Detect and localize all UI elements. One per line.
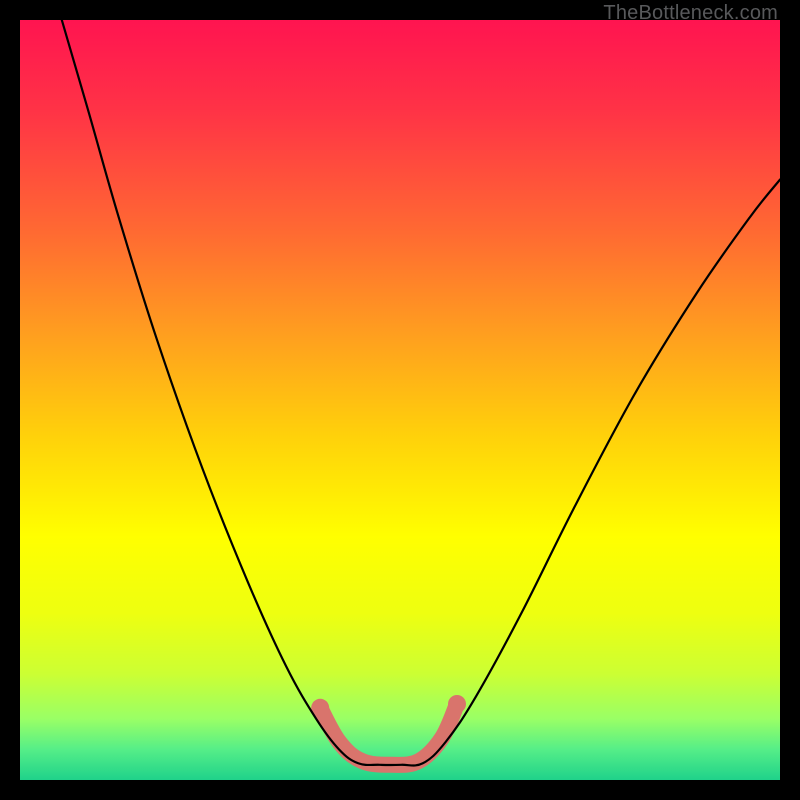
chart-frame: TheBottleneck.com (0, 0, 800, 800)
plot-area (20, 20, 780, 780)
highlight-end-dot-right (448, 695, 466, 713)
v-curve (62, 20, 780, 766)
curve-layer (20, 20, 780, 780)
highlight-band (320, 704, 457, 765)
